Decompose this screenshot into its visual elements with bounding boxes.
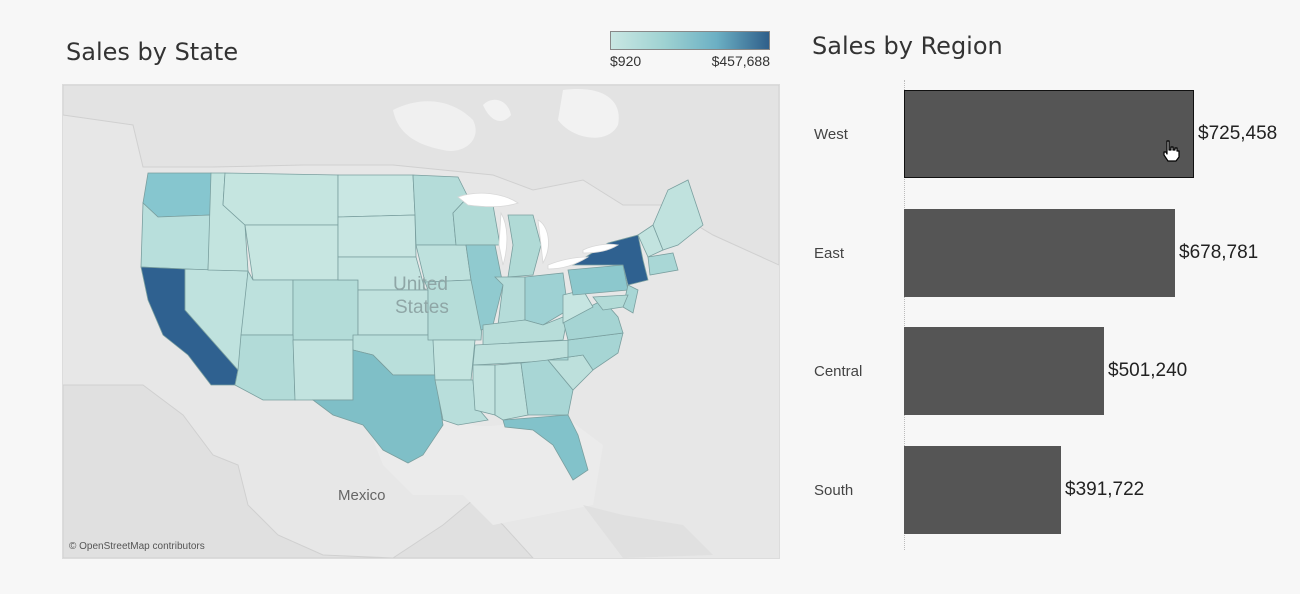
state-montana[interactable] xyxy=(222,172,339,226)
bar-east[interactable] xyxy=(904,208,1175,297)
bar-central[interactable] xyxy=(904,327,1104,415)
legend-max-label: $457,688 xyxy=(711,53,770,69)
bar-category-label: Central xyxy=(814,363,863,380)
state-arkansas[interactable] xyxy=(432,339,476,381)
bar-row-west[interactable]: West $725,458 xyxy=(800,90,1300,180)
state-new-york[interactable] xyxy=(571,234,649,286)
bar-category-label: West xyxy=(814,126,848,143)
map-attribution[interactable]: © OpenStreetMap contributors xyxy=(69,541,205,552)
state-colorado[interactable] xyxy=(292,279,359,341)
sales-map[interactable]: United States Mexico © OpenStreetMap con… xyxy=(62,84,780,559)
legend-min-label: $920 xyxy=(610,53,642,69)
state-north-carolina[interactable] xyxy=(547,332,624,371)
bar-value-label: $391,722 xyxy=(1065,478,1145,500)
state-wyoming[interactable] xyxy=(244,224,339,281)
map-label-us-line2: States xyxy=(395,297,449,318)
state-mississippi[interactable] xyxy=(472,364,496,416)
state-washington[interactable] xyxy=(142,172,212,218)
state-michigan[interactable] xyxy=(507,214,542,278)
map-title: Sales by State xyxy=(66,38,239,66)
state-arizona[interactable] xyxy=(234,334,296,401)
bar-value-label: $725,458 xyxy=(1198,123,1278,144)
state-south-dakota[interactable] xyxy=(337,214,417,258)
state-new-mexico[interactable] xyxy=(292,339,354,401)
bar-row-central[interactable]: Central $501,240 xyxy=(800,327,1300,417)
state-utah[interactable] xyxy=(240,269,294,336)
state-florida[interactable] xyxy=(502,414,589,481)
legend-gradient xyxy=(610,31,770,50)
state-maine[interactable] xyxy=(652,179,704,251)
state-alabama[interactable] xyxy=(494,362,529,421)
state-georgia[interactable] xyxy=(520,359,574,416)
bar-chart-title: Sales by Region xyxy=(812,32,1003,60)
map-label-mexico: Mexico xyxy=(338,487,386,504)
color-legend[interactable]: $920 $457,688 xyxy=(610,31,770,69)
bar-south[interactable] xyxy=(904,445,1061,534)
state-virginia[interactable] xyxy=(562,299,624,341)
state-north-dakota[interactable] xyxy=(337,174,416,218)
bar-row-east[interactable]: East $678,781 xyxy=(800,208,1300,299)
map-label-us-line1: United xyxy=(393,274,448,295)
bar-value-label: $678,781 xyxy=(1179,241,1259,263)
state-maryland[interactable] xyxy=(592,294,629,311)
state-pennsylvania[interactable] xyxy=(567,264,629,296)
state-texas[interactable] xyxy=(311,349,444,464)
state-massachusetts[interactable] xyxy=(647,252,679,276)
bar-axis xyxy=(904,80,905,550)
state-ohio[interactable] xyxy=(524,272,569,326)
bar-row-south[interactable]: South $391,722 xyxy=(800,445,1300,536)
map-canvas[interactable]: United States Mexico xyxy=(63,85,779,558)
bar-category-label: East xyxy=(814,244,845,262)
bar-value-label: $501,240 xyxy=(1108,360,1188,381)
bar-west[interactable] xyxy=(904,90,1194,178)
bar-category-label: South xyxy=(814,481,854,499)
region-bar-chart[interactable]: West $725,458 East $678,781 Central $501,240 S… xyxy=(800,80,1300,550)
hand-cursor-icon xyxy=(1163,140,1180,162)
